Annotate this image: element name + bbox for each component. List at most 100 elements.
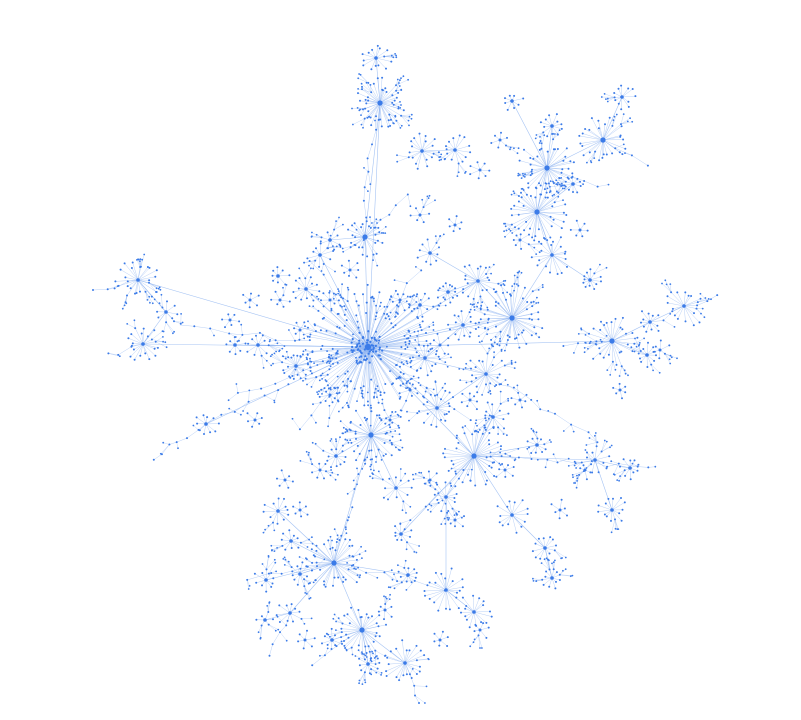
graph-node (346, 370, 349, 373)
graph-edge (551, 253, 566, 256)
graph-node (421, 315, 424, 318)
graph-node (495, 325, 497, 328)
graph-node (623, 469, 626, 472)
graph-edge (385, 433, 393, 437)
graph-edge (272, 522, 275, 531)
graph-node (590, 117, 593, 120)
graph-node (303, 261, 305, 264)
graph-node (359, 424, 362, 426)
graph-node (395, 496, 398, 499)
graph-edge (663, 320, 675, 328)
graph-node (233, 410, 236, 413)
graph-node (517, 271, 520, 274)
graph-node (448, 140, 450, 143)
graph-node (434, 571, 437, 574)
graph-node (418, 702, 420, 704)
graph-edge (125, 277, 139, 281)
graph-node (684, 291, 687, 294)
graph-node (356, 107, 359, 109)
graph-node (397, 377, 400, 380)
graph-node (564, 155, 567, 158)
graph-node (133, 319, 136, 322)
graph-edge (536, 197, 546, 213)
graph-node (408, 673, 411, 676)
graph-node (315, 549, 318, 552)
graph-node (544, 448, 547, 451)
graph-node (426, 344, 429, 347)
graph-node (402, 383, 404, 385)
graph-node (142, 327, 145, 330)
graph-node (346, 286, 349, 289)
graph-edge (646, 342, 649, 356)
graph-node (261, 563, 264, 565)
graph-node (437, 492, 440, 495)
graph-edge (271, 354, 283, 363)
graph-edge (389, 114, 396, 117)
graph-node (321, 344, 324, 347)
graph-node (374, 663, 377, 666)
graph-node (377, 401, 380, 404)
graph-edge (453, 137, 456, 151)
graph-edge (406, 411, 418, 414)
graph-edge (323, 263, 336, 272)
graph-edge (511, 317, 516, 340)
graph-node (507, 412, 510, 415)
graph-edge (283, 284, 287, 296)
graph-node (531, 318, 533, 321)
graph-node (415, 301, 418, 303)
graph-edge (303, 579, 311, 584)
graph-node (159, 288, 162, 291)
graph-edge (360, 108, 366, 116)
graph-node (370, 468, 372, 471)
graph-node (291, 574, 294, 577)
graph-node (361, 468, 364, 470)
graph-node (394, 204, 397, 207)
graph-node (552, 218, 555, 221)
graph-node (404, 347, 407, 350)
graph-node (388, 113, 391, 116)
graph-edge (504, 365, 515, 369)
graph-node (370, 124, 373, 127)
graph-node (444, 282, 447, 285)
graph-node (411, 295, 414, 298)
graph-node (344, 308, 347, 311)
graph-node (153, 329, 156, 332)
graph-node (416, 412, 419, 415)
graph-node (618, 375, 621, 377)
graph-edge (126, 295, 128, 304)
graph-node (158, 302, 161, 305)
graph-node (424, 505, 427, 508)
graph-edge (137, 266, 149, 281)
graph-node (603, 439, 606, 442)
graph-node (389, 650, 392, 653)
graph-node (554, 412, 556, 415)
graph-node (280, 572, 283, 575)
graph-node (357, 304, 360, 307)
graph-edge (429, 252, 431, 265)
graph-edge (340, 305, 369, 348)
graph-node (552, 132, 554, 135)
graph-edge (364, 102, 381, 119)
graph-node (560, 272, 563, 274)
graph-node (542, 537, 545, 540)
graph-edge (477, 280, 488, 291)
graph-edge (137, 259, 142, 267)
graph-node (444, 447, 446, 450)
graph-node (445, 145, 447, 148)
graph-node (572, 430, 575, 433)
graph-edge (612, 361, 616, 370)
graph-edge (309, 336, 369, 348)
graph-node (261, 334, 264, 337)
graph-node (358, 331, 361, 334)
graph-node (401, 446, 404, 449)
graph-node (471, 433, 474, 436)
graph-node (531, 236, 534, 239)
graph-node (465, 381, 468, 384)
graph-edge (477, 280, 495, 290)
graph-node (550, 244, 553, 246)
graph-node (504, 235, 506, 238)
graph-node (514, 226, 516, 229)
graph-node (361, 53, 364, 56)
graph-node (481, 360, 484, 363)
graph-node (343, 461, 346, 463)
